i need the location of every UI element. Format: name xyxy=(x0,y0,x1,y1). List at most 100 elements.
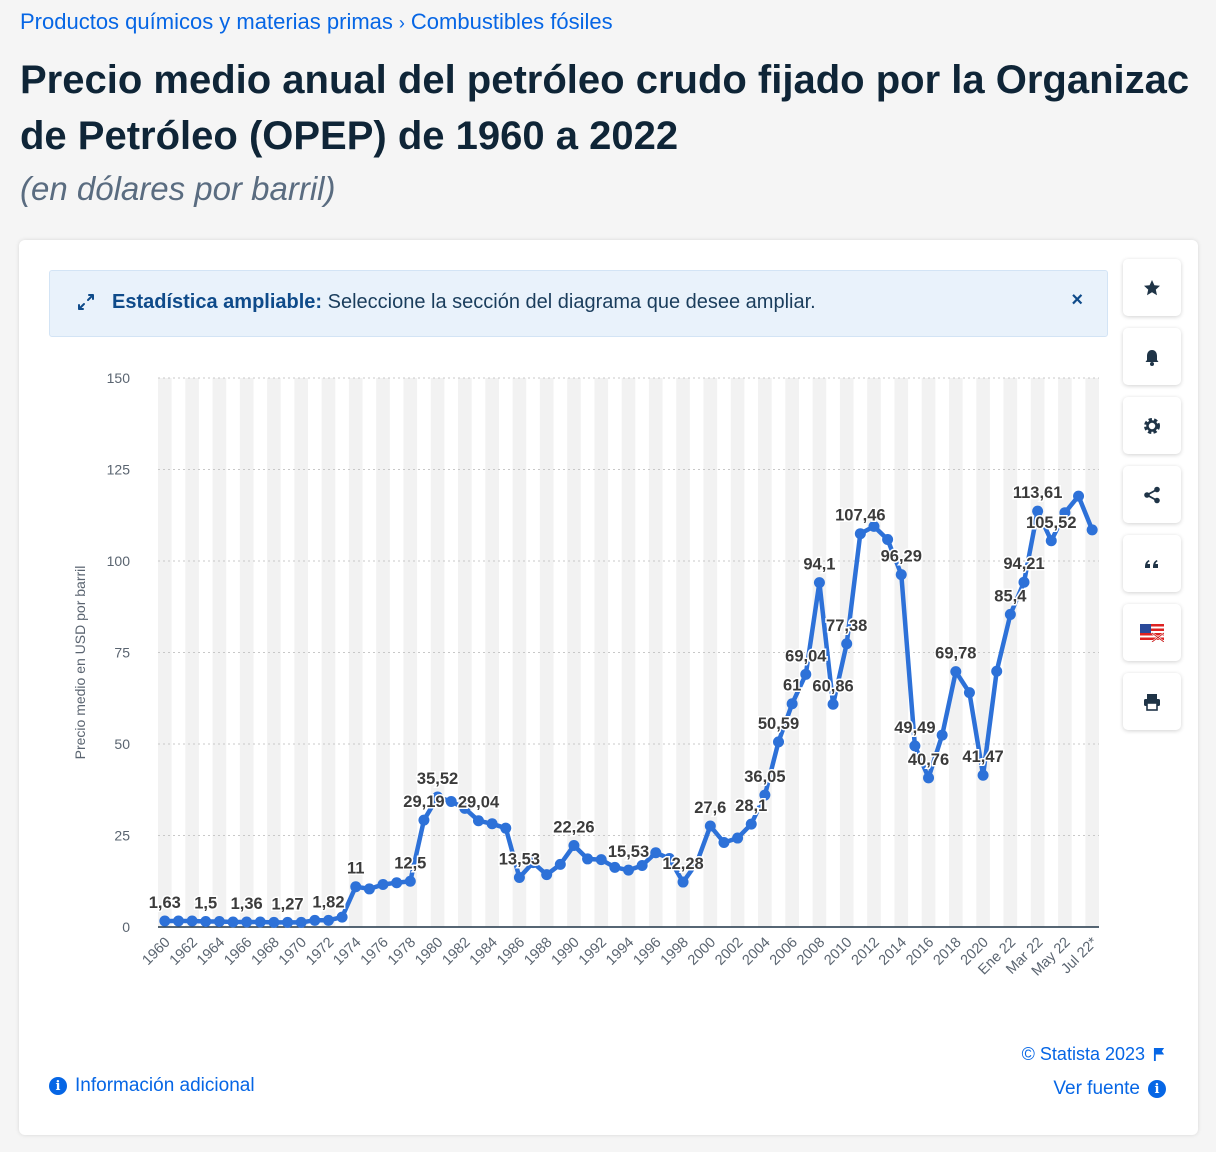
x-tick-label: 1988 xyxy=(521,935,555,969)
print-button[interactable] xyxy=(1123,673,1181,730)
quote-icon xyxy=(1145,559,1158,568)
zoom-banner-bold: Estadística ampliable: xyxy=(112,291,323,313)
data-point xyxy=(227,916,239,928)
data-label: 1,27 xyxy=(271,895,303,913)
y-axis-title: Precio medio en USD por barril xyxy=(72,566,88,760)
x-tick-label: 1982 xyxy=(440,935,474,969)
breadcrumb-link-fossil-fuels[interactable]: Combustibles fósiles xyxy=(410,9,613,34)
data-point xyxy=(691,857,703,869)
chart-band xyxy=(430,378,445,927)
data-label: 61 xyxy=(783,677,801,695)
data-point xyxy=(404,875,416,887)
chart-band xyxy=(539,378,554,927)
data-point xyxy=(350,881,362,893)
x-tick-label: 1962 xyxy=(167,935,201,969)
data-point xyxy=(950,666,962,678)
y-tick-label: 75 xyxy=(114,645,130,661)
chart-band xyxy=(403,378,418,927)
chart-band xyxy=(185,378,199,927)
report-flag-icon[interactable] xyxy=(1153,1047,1166,1062)
data-point xyxy=(472,815,484,827)
star-icon xyxy=(1144,279,1160,295)
data-point xyxy=(800,668,812,680)
additional-info-link[interactable]: i Información adicional xyxy=(49,1075,255,1097)
chart-band xyxy=(948,378,963,927)
expand-icon xyxy=(78,294,94,310)
share-button[interactable] xyxy=(1123,466,1181,523)
data-point xyxy=(554,858,566,870)
data-label: 15,53 xyxy=(608,843,649,861)
chart-band xyxy=(785,378,799,927)
data-point xyxy=(582,853,594,865)
data-point xyxy=(650,847,662,859)
data-point xyxy=(391,877,403,889)
y-tick-label: 100 xyxy=(107,553,131,569)
zoom-banner: Estadística ampliable: Seleccione la sec… xyxy=(49,270,1108,337)
chart-band xyxy=(894,378,909,927)
data-point xyxy=(813,577,825,589)
data-label: 1,63 xyxy=(149,894,181,912)
data-point xyxy=(500,822,512,834)
data-point xyxy=(677,876,689,888)
data-point xyxy=(786,698,798,710)
data-point xyxy=(854,528,866,540)
favorite-button[interactable] xyxy=(1123,259,1181,316)
data-label: 22,26 xyxy=(553,819,594,837)
settings-button[interactable] xyxy=(1123,397,1181,454)
data-point xyxy=(568,840,580,852)
y-tick-label: 0 xyxy=(122,919,130,935)
data-label: 29,19 xyxy=(403,793,444,811)
data-point xyxy=(745,818,757,830)
data-label: 12,5 xyxy=(394,854,426,872)
chart-band xyxy=(348,378,363,927)
banner-close-button[interactable]: × xyxy=(1071,289,1083,311)
x-tick-label: 2008 xyxy=(794,935,828,969)
x-tick-label: 1992 xyxy=(576,935,610,969)
data-label: 36,05 xyxy=(744,768,785,786)
data-point xyxy=(322,914,334,926)
copyright[interactable]: © Statista 2023 xyxy=(1022,1044,1166,1065)
x-tick-label: 1974 xyxy=(330,935,364,969)
data-point xyxy=(309,914,321,926)
data-point xyxy=(977,769,989,781)
data-point xyxy=(923,772,935,784)
cite-button[interactable] xyxy=(1123,535,1181,592)
breadcrumb-link-chemicals[interactable]: Productos químicos y materias primas xyxy=(20,9,393,34)
data-point xyxy=(1073,490,1085,502)
data-point xyxy=(254,916,266,928)
line-chart[interactable]: 0 25 50 75 100 125 150 Precio medio en USD por … xyxy=(19,240,1119,1020)
data-label: 13,53 xyxy=(499,850,540,868)
source-link[interactable]: Ver fuente i xyxy=(1053,1078,1166,1100)
language-button[interactable] xyxy=(1123,604,1181,661)
data-point xyxy=(636,860,648,872)
chart-band xyxy=(1003,378,1018,927)
x-tick-label: 2014 xyxy=(876,935,910,969)
breadcrumb: Productos químicos y materias primas › Com… xyxy=(20,9,613,35)
chart-band xyxy=(594,378,609,927)
data-point xyxy=(827,698,839,710)
x-tick-label: 1976 xyxy=(358,935,392,969)
x-tick-label: 2016 xyxy=(903,935,937,969)
data-point xyxy=(336,911,348,923)
data-point xyxy=(936,729,948,741)
data-label: 11 xyxy=(347,860,364,878)
data-point xyxy=(1032,505,1044,517)
data-point xyxy=(159,915,171,927)
y-tick-label: 150 xyxy=(107,370,131,386)
alert-button[interactable] xyxy=(1123,328,1181,385)
data-point xyxy=(718,836,730,848)
x-tick-label: 2002 xyxy=(712,935,746,969)
data-label: 85,4 xyxy=(994,587,1027,605)
data-point xyxy=(418,814,430,826)
data-label: 50,59 xyxy=(758,715,799,733)
data-point xyxy=(1018,576,1030,588)
x-tick-label: 1994 xyxy=(603,935,637,969)
data-point xyxy=(1059,507,1071,519)
data-point xyxy=(1086,524,1098,536)
data-point xyxy=(295,916,307,928)
data-point xyxy=(268,916,280,928)
x-tick-label: 1980 xyxy=(412,935,446,969)
page-title: Precio medio anual del petróleo crudo fi… xyxy=(20,52,1216,164)
data-point xyxy=(213,916,225,928)
data-point xyxy=(1045,535,1057,547)
